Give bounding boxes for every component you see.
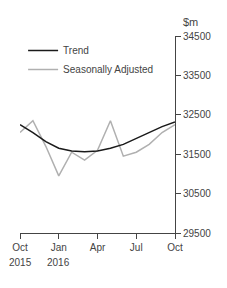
svg-text:Oct: Oct	[167, 242, 183, 253]
svg-text:Jul: Jul	[130, 242, 143, 253]
svg-text:34500: 34500	[183, 31, 211, 42]
svg-text:30500: 30500	[183, 188, 211, 199]
svg-text:$m: $m	[183, 16, 198, 28]
svg-text:31500: 31500	[183, 149, 211, 160]
svg-text:29500: 29500	[183, 228, 211, 239]
svg-text:32500: 32500	[183, 109, 211, 120]
svg-text:33500: 33500	[183, 70, 211, 81]
svg-text:Jan: Jan	[51, 242, 67, 253]
svg-text:Oct: Oct	[12, 242, 28, 253]
svg-text:Seasonally Adjusted: Seasonally Adjusted	[63, 64, 153, 75]
svg-text:Apr: Apr	[90, 242, 106, 253]
svg-text:Trend: Trend	[63, 45, 89, 56]
svg-text:2015: 2015	[9, 257, 32, 268]
svg-text:2016: 2016	[47, 257, 70, 268]
